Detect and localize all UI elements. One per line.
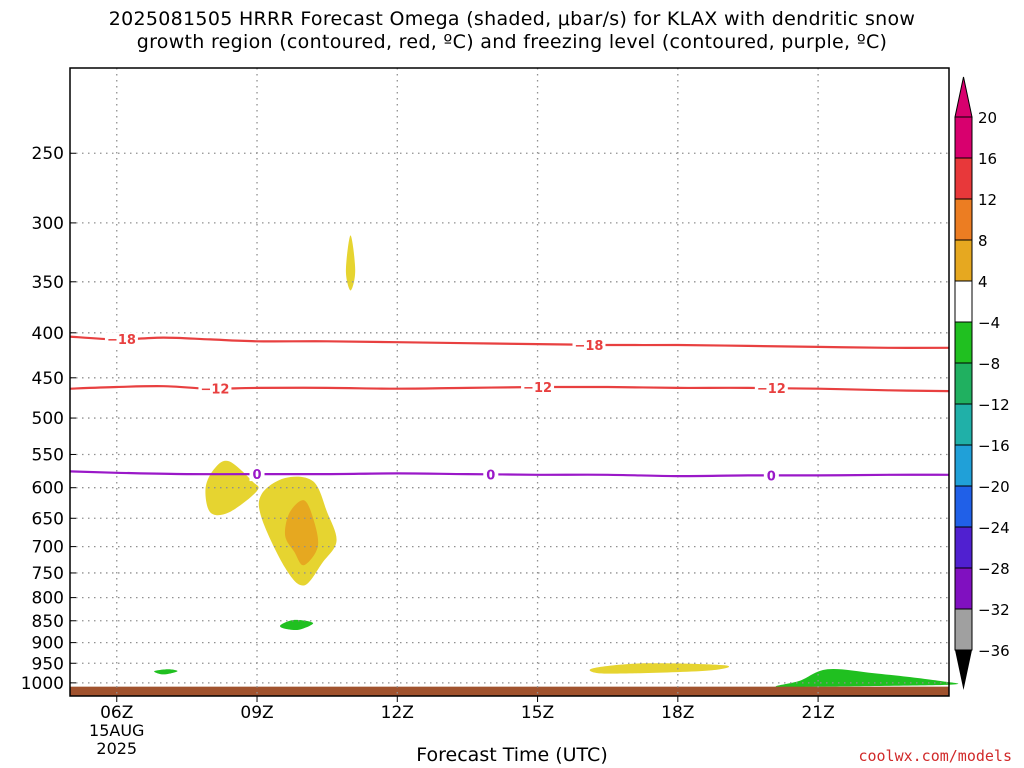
omega-region-6 [589, 663, 730, 674]
y-tick-label: 1000 [21, 674, 64, 694]
grid-layer [70, 68, 949, 696]
credit-text: coolwx.com/models [858, 747, 1012, 765]
y-tick-label: 950 [32, 654, 64, 674]
contour-label: −12 [757, 382, 786, 397]
y-tick-label: 450 [32, 369, 64, 389]
colorbar-bin [954, 157, 973, 200]
colorbar-bin [954, 526, 973, 569]
colorbar-bin [954, 403, 973, 446]
colorbar-label: 4 [978, 273, 988, 291]
y-tick-label: 650 [32, 509, 64, 529]
contour-label-bg [754, 381, 788, 396]
x-tick-label: 12Z [381, 703, 414, 723]
contour-label-bg [249, 467, 265, 482]
y-tick-label: 550 [32, 445, 64, 465]
y-tick-label: 400 [32, 324, 64, 344]
colorbar-bin [954, 239, 973, 282]
contour-label: −18 [107, 333, 136, 348]
contour-label-bg [198, 381, 232, 396]
colorbar-bin [954, 485, 973, 528]
contour-label: −12 [523, 381, 552, 396]
contour-label: −18 [574, 339, 603, 354]
x-tick-label: 18Z [661, 703, 694, 723]
y-tick-label: 750 [32, 564, 64, 584]
colorbar-label: −16 [978, 437, 1010, 455]
colorbar-bin [954, 198, 973, 241]
colorbar-bin [954, 608, 973, 651]
contour-label: 0 [252, 468, 261, 483]
colorbar-label: 16 [978, 150, 997, 168]
terrain-layer [70, 686, 949, 696]
colorbar-label: 20 [978, 109, 997, 127]
y-tick-label: 800 [32, 589, 64, 609]
contour-layer: −18 −18 −12 −12 −12 0 0 0 [69, 332, 950, 484]
colorbar-bin [954, 362, 973, 405]
contour-label-bg [483, 467, 499, 482]
y-tick-label: 250 [32, 144, 64, 164]
contour-line-1 [69, 385, 950, 393]
contour-label-bg [572, 337, 606, 352]
colorbar-label: −8 [978, 355, 1000, 373]
y-axis: 2503003504004505005506006507007508008509… [21, 144, 76, 694]
contour-label-bg [763, 468, 779, 483]
colorbar-bin [954, 116, 973, 159]
omega-region-7 [775, 668, 959, 688]
y-tick-label: 600 [32, 479, 64, 499]
y-tick-label: 300 [32, 214, 64, 234]
contour-label: 0 [486, 468, 495, 483]
omega-region-4 [279, 619, 314, 631]
contour-label: −12 [200, 383, 229, 398]
y-tick-label: 500 [32, 409, 64, 429]
contour-line-2 [69, 470, 950, 478]
contour-line-0 [69, 335, 950, 349]
x-tick-label: 21Z [801, 703, 834, 723]
y-tick-label: 900 [32, 634, 64, 654]
colorbar-bin-neutral [954, 280, 973, 323]
colorbar-label: 12 [978, 191, 997, 209]
omega-region-0 [345, 235, 356, 291]
x-tick-label: 06Z [100, 703, 133, 723]
omega-region-5 [154, 669, 178, 675]
contour-label: 0 [767, 469, 776, 484]
contour-label-bg [104, 332, 138, 347]
colorbar-label: −20 [978, 478, 1010, 496]
plot-frame [69, 67, 950, 697]
colorbar-label: −36 [978, 642, 1010, 660]
x-tick-label: 09Z [240, 703, 273, 723]
colorbar-top-arrow [954, 76, 973, 118]
colorbar-label: −28 [978, 560, 1010, 578]
terrain-band [70, 686, 949, 696]
colorbar: 20 16 12 8 4 −4 −8 −12 −16 −20 −24 −28 −32 −36 [954, 76, 1010, 690]
colorbar-label: −24 [978, 519, 1010, 537]
colorbar-bottom-arrow [955, 650, 972, 690]
omega-region-3 [284, 500, 319, 566]
colorbar-bin [954, 321, 973, 364]
y-tick-label: 350 [32, 273, 64, 293]
colorbar-label: −12 [978, 396, 1010, 414]
colorbar-label: −4 [978, 314, 1000, 332]
colorbar-label: −32 [978, 601, 1010, 619]
x-axis-title: Forecast Time (UTC) [416, 744, 608, 766]
y-tick-label: 700 [32, 538, 64, 558]
x-tick-sublabel: 2025 [96, 739, 137, 758]
chart-title: 2025081505 HRRR Forecast Omega (shaded, … [108, 8, 916, 53]
x-tick-sublabel: 15AUG [89, 721, 144, 740]
colorbar-bin [954, 567, 973, 610]
colorbar-label: 8 [978, 232, 988, 250]
colorbar-bin [954, 444, 973, 487]
y-tick-label: 850 [32, 612, 64, 632]
omega-fills [154, 235, 959, 688]
contour-label-bg [521, 380, 555, 395]
x-tick-label: 15Z [521, 703, 554, 723]
